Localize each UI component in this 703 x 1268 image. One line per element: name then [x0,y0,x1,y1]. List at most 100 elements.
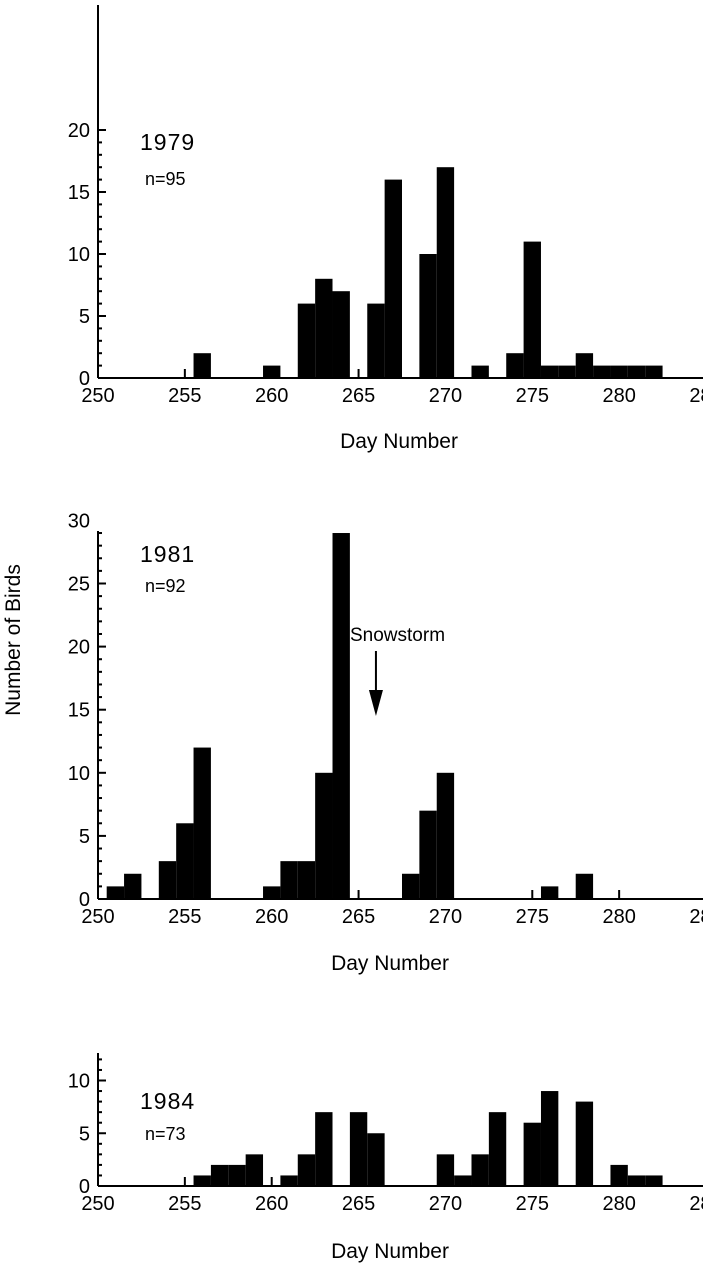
x-tick-label: 285 [689,385,703,407]
bar [315,1112,333,1186]
bar [297,1154,316,1186]
bar [402,873,420,899]
bar [627,365,646,378]
y-tick-label: 15 [68,700,90,722]
y-axis-title: Number of Birds [2,564,25,716]
x-tick-label: 255 [168,906,201,928]
bar [454,1175,472,1186]
panel-n: n=95 [145,169,186,189]
bar [297,303,316,378]
bar [280,861,298,899]
bar [471,1154,489,1186]
y-tick-label: 20 [68,637,90,659]
x-tick-label: 285 [689,1193,703,1215]
bar [523,241,541,378]
y-tick-label: 25 [68,574,90,596]
x-axis-title: Day Number [340,430,458,453]
x-tick-label: 265 [342,385,375,407]
x-tick-label: 280 [602,385,635,407]
panel-year: 1979 [140,129,195,155]
x-tick-label: 260 [255,385,288,407]
bar [419,810,437,899]
x-tick-label: 270 [429,1193,462,1215]
bar [506,353,524,378]
bar [645,1175,663,1186]
x-tick-label: 265 [342,1193,375,1215]
bar [540,886,559,899]
x-tick-label: 255 [168,385,201,407]
bar [384,179,402,378]
x-tick-label: 265 [342,906,375,928]
x-axis-title: Day Number [331,1240,449,1263]
bar [245,1154,264,1186]
y-tick-label: 0 [79,1176,90,1198]
y-tick-label: 10 [68,1071,90,1093]
bar [176,823,194,899]
bar [610,1164,628,1186]
x-tick-label: 275 [516,1193,549,1215]
annotation-label: Snowstorm [350,625,445,646]
x-tick-label: 270 [429,385,462,407]
bar [193,353,211,378]
bar [332,291,350,378]
bar [332,533,350,899]
bar [367,1133,385,1186]
bar [540,365,559,378]
bar [228,1164,246,1186]
bar [575,1101,594,1186]
bar [436,167,455,378]
bar [280,1175,298,1186]
x-tick-label: 280 [602,906,635,928]
bar [297,861,316,899]
x-tick-label: 275 [516,385,549,407]
x-tick-label: 250 [81,385,114,407]
bar [558,365,576,378]
bar [575,873,594,899]
y-tick-label: 10 [68,763,90,785]
bar [315,278,333,378]
x-axis-title: Day Number [331,952,449,975]
y-tick-label: 10 [68,244,90,266]
bar [627,1175,646,1186]
panel-year: 1984 [140,1088,195,1114]
x-tick-label: 280 [602,1193,635,1215]
bar [419,254,437,378]
x-tick-label: 260 [255,1193,288,1215]
bar [436,1154,455,1186]
bar [210,1164,229,1186]
bar [158,861,177,899]
bar [349,1112,368,1186]
annotation-arrow-head [368,690,383,716]
x-tick-label: 270 [429,906,462,928]
x-tick-label: 260 [255,906,288,928]
bar [471,365,489,378]
x-tick-label: 275 [516,906,549,928]
bar [523,1122,541,1186]
chart-1984: 1984 n=73 Day Number 250 255 260 265 270 275 2… [68,1053,703,1263]
bar [124,873,142,899]
bar [540,1091,559,1186]
y-tick-label: 5 [79,306,90,328]
bar [436,772,455,899]
panel-n: n=73 [145,1124,186,1144]
bar [106,886,125,899]
bar [575,353,594,378]
bar [367,303,385,378]
y-tick-label: 5 [79,1123,90,1145]
y-tick-label: 20 [68,120,90,142]
y-tick-label: 5 [79,826,90,848]
bar [488,1112,507,1186]
x-tick-label: 285 [689,906,703,928]
y-tick-label: 0 [79,368,90,390]
bar [645,365,663,378]
x-tick-label: 255 [168,1193,201,1215]
panel-year: 1981 [140,541,195,567]
bar [193,747,211,899]
x-tick-label: 250 [81,906,114,928]
y-tick-label: 15 [68,182,90,204]
bar [193,1175,211,1186]
y-tick-label: 30 [68,510,90,532]
panel-n: n=92 [145,576,186,596]
bar [593,365,611,378]
